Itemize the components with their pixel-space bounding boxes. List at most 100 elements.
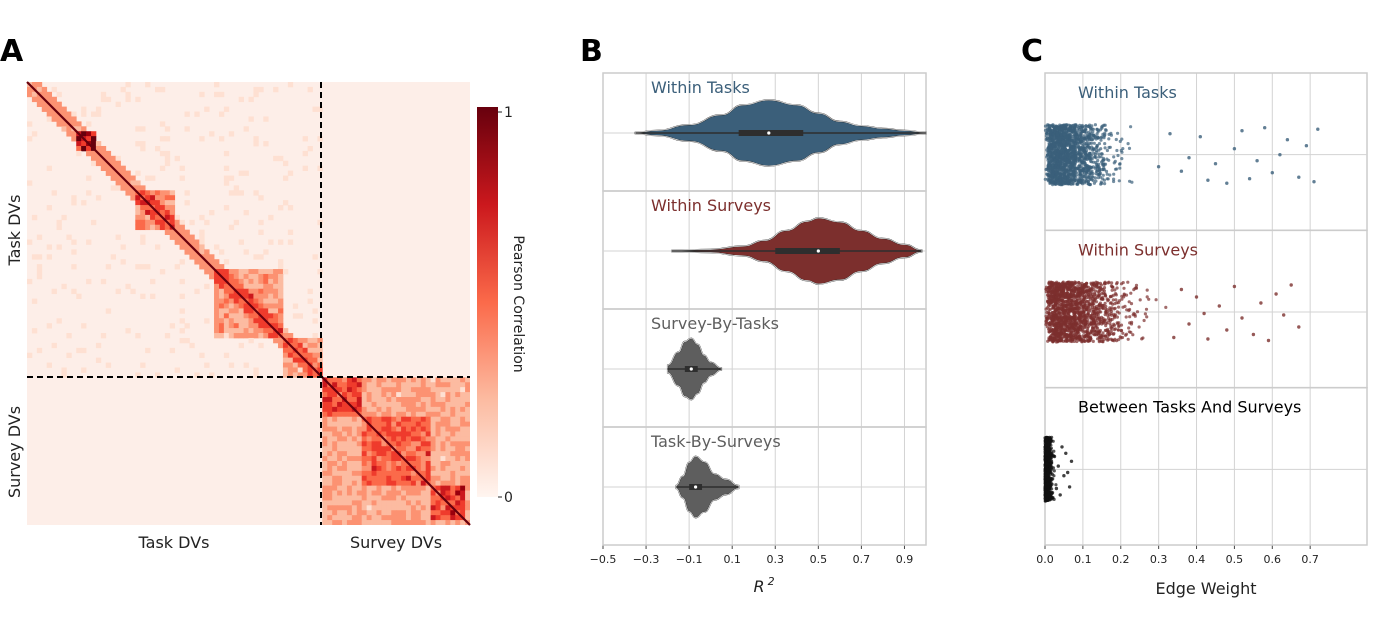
scatter-point [1131,333,1135,337]
heatmap-cell [391,382,397,388]
heatmap-cell [460,436,466,442]
heatmap-cell [238,313,244,319]
scatter-point [1089,159,1093,163]
heatmap-cell [302,136,308,142]
heatmap-cell [273,308,279,314]
heatmap-cell [435,446,441,452]
heatmap-cell [391,465,397,472]
scatter-point [1077,131,1081,135]
scatter-point [1045,137,1049,141]
heatmap-cell [278,342,284,349]
heatmap-cell [268,288,274,295]
heatmap-cell [95,106,102,112]
heatmap-cell [278,283,284,290]
scatter-point [1129,302,1134,306]
heatmap-cell [179,224,185,231]
violin-row-frame [602,426,927,546]
heatmap-cell [381,382,387,388]
scatter-point [1109,324,1113,328]
heatmap-cell [376,416,382,423]
heatmap-cell [346,475,353,482]
scatter-point [1072,314,1076,319]
heatmap-cell [371,470,377,477]
heatmap-cell [366,500,372,506]
heatmap-cell [199,229,205,235]
scatter-point [1145,288,1149,292]
heatmap-cell [351,480,358,487]
scatter-point [1103,146,1107,150]
heatmap-cell [455,470,461,477]
heatmap-cell [430,451,436,457]
scatter-point [1051,328,1055,332]
heatmap-cell [361,411,368,418]
heatmap-cell [322,475,328,482]
heatmap-cell [327,411,333,418]
heatmap-cell [71,121,77,127]
heatmap-cell [223,165,230,171]
scatter-point [1082,296,1086,300]
heatmap-cell [351,461,358,467]
heatmap-cell [322,480,328,487]
scatter-point [1050,135,1054,139]
heatmap-cell [209,269,215,275]
heatmap-cell [307,352,313,359]
heatmap-cell [371,446,377,452]
scatter-point [1074,124,1078,128]
heatmap-cell [430,392,436,398]
heatmap-cell [440,436,446,442]
heatmap-cell [366,505,372,511]
heatmap-cell [302,367,308,373]
scatter-point [1065,320,1069,324]
heatmap-cell [135,205,141,211]
heatmap-cell [435,392,441,398]
heatmap-cell [76,347,82,354]
heatmap-cell [361,470,368,477]
heatmap-cell [366,446,372,452]
heatmap-cell [391,392,397,398]
scatter-point [1053,309,1057,313]
heatmap-cell [228,269,235,275]
scatter-outlier-point [1225,328,1229,332]
heatmap-cell [238,283,244,290]
heatmap-cell [238,303,244,309]
heatmap-cell [391,475,397,482]
heatmap-cell [356,431,363,437]
heatmap-cell [440,382,446,388]
heatmap-cell [425,505,432,511]
scatter-outlier-point [1297,175,1301,179]
scatter-point [1091,339,1095,343]
heatmap-cell [105,308,112,314]
scatter-point [1076,167,1080,171]
scatter-point [1050,152,1054,156]
heatmap-cell [435,387,441,393]
heatmap-cell [361,392,368,398]
heatmap-cell [351,382,358,388]
heatmap-cell [460,510,466,516]
heatmap-cell [460,426,466,432]
heatmap-cell [140,234,146,240]
scatter-point [1104,304,1108,309]
heatmap-cell [376,401,382,408]
heatmap-cell [351,505,358,511]
heatmap-cell [396,485,402,491]
scatter-point [1131,313,1135,317]
heatmap-cell [346,411,353,418]
heatmap-cell [440,510,446,516]
heatmap-cell [140,214,146,221]
heatmap-cell [376,510,382,516]
scatter-point [1070,284,1074,288]
scatter-point [1063,163,1067,167]
heatmap-cell [297,337,304,344]
heatmap-cell [268,303,274,309]
heatmap-cell [135,264,141,270]
scatter-point [1045,131,1049,136]
heatmap-cell [386,465,392,472]
heatmap-cell [100,165,107,171]
heatmap-cell [460,431,466,437]
scatter-point [1045,318,1049,322]
heatmap-cell [342,465,348,472]
heatmap-cell [238,298,244,304]
heatmap-cell [51,101,57,108]
heatmap-cell [445,397,451,403]
heatmap-cell [154,372,161,378]
